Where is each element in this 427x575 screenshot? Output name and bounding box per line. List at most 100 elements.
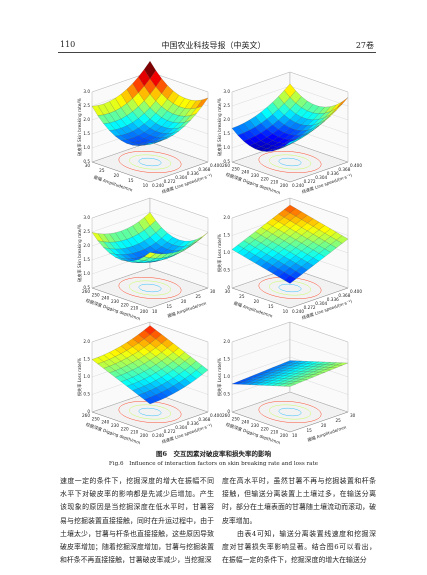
y-tick-label: 15 — [167, 304, 173, 309]
y-tick-label: 20 — [321, 423, 327, 428]
z-tick-label: 0.5 — [83, 392, 90, 397]
x-tick-label: 210 — [130, 430, 138, 435]
x-tick-label: 240 — [101, 296, 109, 301]
text-line: 度在高水平时，虽然甘薯不再与挖掘装置和杆条 — [222, 477, 376, 485]
surface-patch — [284, 139, 296, 147]
z-tick-label: 0.5 — [83, 285, 90, 290]
x-tick-label: 200 — [140, 433, 148, 438]
x-tick-label: 240 — [241, 170, 249, 175]
z-tick-label: 0 — [227, 409, 230, 414]
y-tick-label: 0.368 — [198, 417, 210, 422]
surface-plot: 0 0.5 1.0 1.5 2.0 损失率 Loss rate/% 260250240230… — [76, 321, 222, 446]
y-axis-label: 振幅 Amplitude/mm — [166, 300, 207, 320]
x-tick-label: 10 — [143, 183, 149, 188]
z-tick-label: 0 — [227, 285, 230, 290]
z-tick-label: 1.5 — [83, 131, 90, 136]
z-tick-label: 1.0 — [223, 374, 230, 379]
z-tick-label: 1.0 — [83, 374, 90, 379]
x-tick-label: 220 — [261, 426, 269, 431]
z-tick-label: 0.5 — [223, 268, 230, 273]
floor-contour — [118, 151, 182, 173]
z-axis-label: 损失率 Loss rate/% — [76, 358, 83, 396]
floor-contour — [129, 154, 171, 170]
z-axis-label: 破皮率 Skin breaking rate/% — [76, 98, 83, 156]
y-tick-label: 0.336 — [187, 421, 199, 426]
text-line: 土壤太少，甘薯与杆条也直接接触，这些原因导致 — [60, 529, 214, 538]
text-line: 接触，但输送分离装置上土壤过多，在输送分离 — [222, 490, 376, 499]
x-tick-label: 260 — [82, 289, 90, 294]
x-tick-label: 210 — [130, 306, 138, 311]
z-tick-label: 2.5 — [83, 103, 90, 108]
floor-contour — [269, 280, 311, 296]
y-tick-label: 0.240 — [292, 183, 304, 188]
column-right: 度在高水平时，虽然甘薯不再与挖掘装置和杆条 接触，但输送分离装置上土壤过多，在输送… — [222, 475, 376, 567]
x-tick-label: 260 — [82, 413, 90, 418]
floor-contour — [278, 157, 302, 167]
y-tick-label: 0.336 — [187, 171, 199, 176]
y-tick-label: 10 — [292, 433, 298, 438]
surface-patch — [284, 383, 296, 387]
wall-grid — [91, 197, 209, 219]
wall-grid — [231, 71, 349, 93]
floor-contour — [129, 404, 171, 420]
x-tick-label: 260 — [222, 413, 230, 418]
floor-contour — [129, 280, 171, 296]
volume: 27卷 — [355, 41, 374, 50]
column-left: 速度一定的条件下，挖掘深度的增大在振幅不同 水平下对破皮率的影响都是先减少后增加。… — [60, 475, 214, 567]
y-tick-label: 0.400 — [210, 413, 222, 418]
z-tick-label: 2.0 — [223, 339, 230, 344]
text-line: 速度一定的条件下，挖掘深度的增大在振幅不同 — [60, 477, 214, 485]
surface-patch — [144, 142, 156, 146]
y-tick-label: 0.400 — [350, 289, 362, 294]
z-tick-label: 2.0 — [223, 117, 230, 122]
z-tick-label: 2.0 — [83, 117, 90, 122]
y-tick-label: 0.400 — [210, 163, 222, 168]
x-tick-label: 220 — [261, 176, 269, 181]
floor-contour — [258, 401, 322, 423]
z-axis-label: 损失率 Loss rate/% — [216, 358, 223, 396]
floor-contour — [278, 407, 302, 417]
y-tick-label: 0.336 — [327, 297, 339, 302]
floor-contour — [269, 404, 311, 420]
z-tick-label: 1.0 — [83, 271, 90, 276]
x-tick-label: 30 — [85, 163, 91, 168]
y-tick-label: 10 — [152, 309, 158, 314]
wall-grid — [231, 339, 349, 360]
text-line: 和杆条不再直接接触，甘薯破皮率减少，当挖掘深 — [60, 556, 212, 565]
y-tick-label: 30 — [350, 413, 356, 418]
x-tick-label: 200 — [280, 183, 288, 188]
wall-grid — [231, 197, 349, 219]
z-axis-label: 破皮率 Skin breaking rate/% — [216, 98, 223, 156]
z-tick-label: 2.5 — [83, 229, 90, 234]
x-tick-label: 240 — [241, 420, 249, 425]
x-tick-label: 230 — [111, 423, 119, 428]
wall-grid — [91, 321, 209, 343]
x-tick-label: 220 — [121, 426, 129, 431]
z-axis-label: 破皮率 Skin breaking rate/% — [76, 224, 83, 282]
x-tick-label: 25 — [239, 294, 245, 299]
surface-patch — [144, 397, 156, 405]
text-line: 易与挖掘装置直接接触，同时在升运过程中，由于 — [60, 516, 214, 525]
y-tick-label: 0.272 — [164, 429, 176, 434]
y-tick-label: 0.304 — [175, 425, 187, 430]
y-tick-label: 0.240 — [152, 183, 164, 188]
floor-contour — [258, 151, 322, 173]
y-tick-label: 15 — [307, 428, 313, 433]
x-tick-label: 210 — [270, 430, 278, 435]
floor-contour — [269, 154, 311, 170]
z-tick-label: 0.5 — [83, 159, 90, 164]
x-tick-label: 200 — [280, 433, 288, 438]
y-tick-label: 0.304 — [315, 301, 327, 306]
x-tick-label: 30 — [225, 289, 231, 294]
y-tick-label: 0.272 — [164, 179, 176, 184]
x-tick-label: 250 — [232, 416, 240, 421]
text-line: 破皮率增加；随着挖掘深度增加，甘薯与挖掘装置 — [60, 543, 214, 552]
z-tick-label: 2.0 — [83, 339, 90, 344]
surface-patch — [144, 252, 156, 258]
z-tick-label: 1.0 — [83, 145, 90, 150]
